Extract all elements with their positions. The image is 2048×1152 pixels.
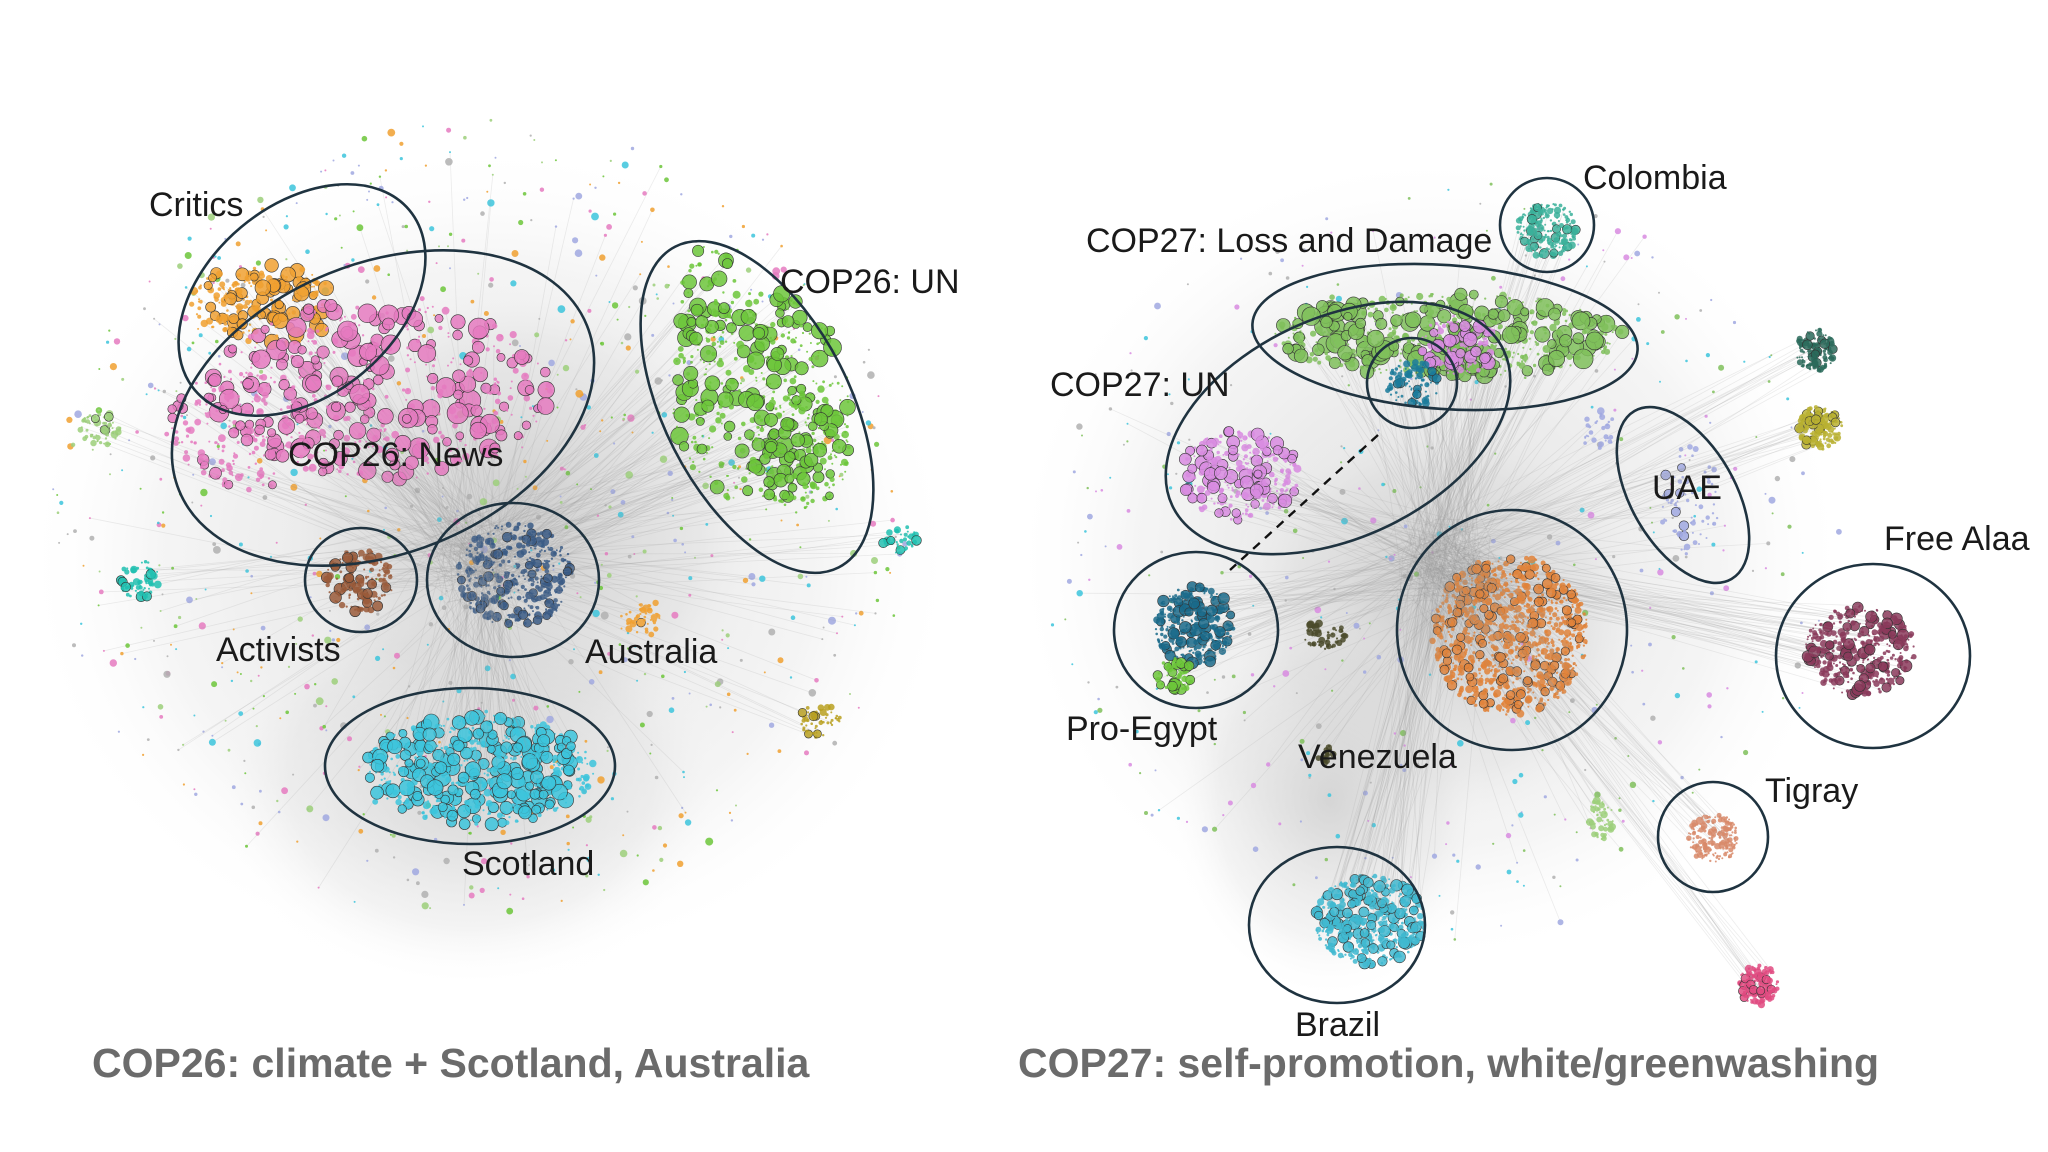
- label-brazil: Brazil: [1295, 1006, 1380, 1044]
- ring-cop27-un: [1164, 300, 1512, 556]
- caption-cop27: COP27: self-promotion, white/greenwashin…: [1018, 1040, 1879, 1086]
- ring-critics: [177, 182, 427, 418]
- ring-free-alaa: [1774, 562, 1972, 750]
- ring-tigray: [1656, 780, 1770, 894]
- caption-cop26: COP26: climate + Scotland, Australia: [92, 1040, 811, 1086]
- label-cop27-loss-and-damage: COP27: Loss and Damage: [1086, 222, 1492, 260]
- ring-cop27-loss-and-damage: [1251, 262, 1639, 412]
- cop26-network: Critics COP26: News COP26: UN Activists …: [20, 118, 960, 1086]
- ring-venezuela-main: [1395, 508, 1629, 752]
- ring-uae: [1615, 405, 1751, 585]
- label-cop26-news: COP26: News: [288, 436, 503, 474]
- ring-cop26-un: [639, 239, 875, 575]
- cop27-network: Colombia COP27: Loss and Damage COP27: U…: [1010, 150, 2030, 1086]
- label-free-alaa: Free Alaa: [1884, 520, 2030, 558]
- ring-activists: [303, 526, 419, 634]
- label-scotland: Scotland: [462, 845, 594, 883]
- label-critics: Critics: [149, 186, 243, 224]
- label-tigray: Tigray: [1765, 772, 1858, 810]
- ring-scotland: [323, 686, 617, 846]
- cop27-nodes: [1050, 182, 1917, 1009]
- label-cop26-un: COP26: UN: [780, 263, 960, 301]
- ring-colombia: [1498, 176, 1596, 274]
- label-colombia: Colombia: [1583, 159, 1727, 197]
- ring-australia: [425, 501, 601, 659]
- ring-brazil: [1247, 845, 1427, 1005]
- label-cop27-un: COP27: UN: [1050, 366, 1230, 404]
- label-australia: Australia: [585, 633, 717, 671]
- ring-pro-egypt: [1112, 550, 1280, 710]
- label-uae: UAE: [1652, 469, 1722, 507]
- label-pro-egypt: Pro-Egypt: [1066, 710, 1218, 748]
- label-venezuela: Venezuela: [1298, 738, 1457, 776]
- label-activists: Activists: [216, 631, 341, 669]
- dashed-connector: [1229, 434, 1379, 571]
- ring-cop27-un-core: [1365, 336, 1459, 430]
